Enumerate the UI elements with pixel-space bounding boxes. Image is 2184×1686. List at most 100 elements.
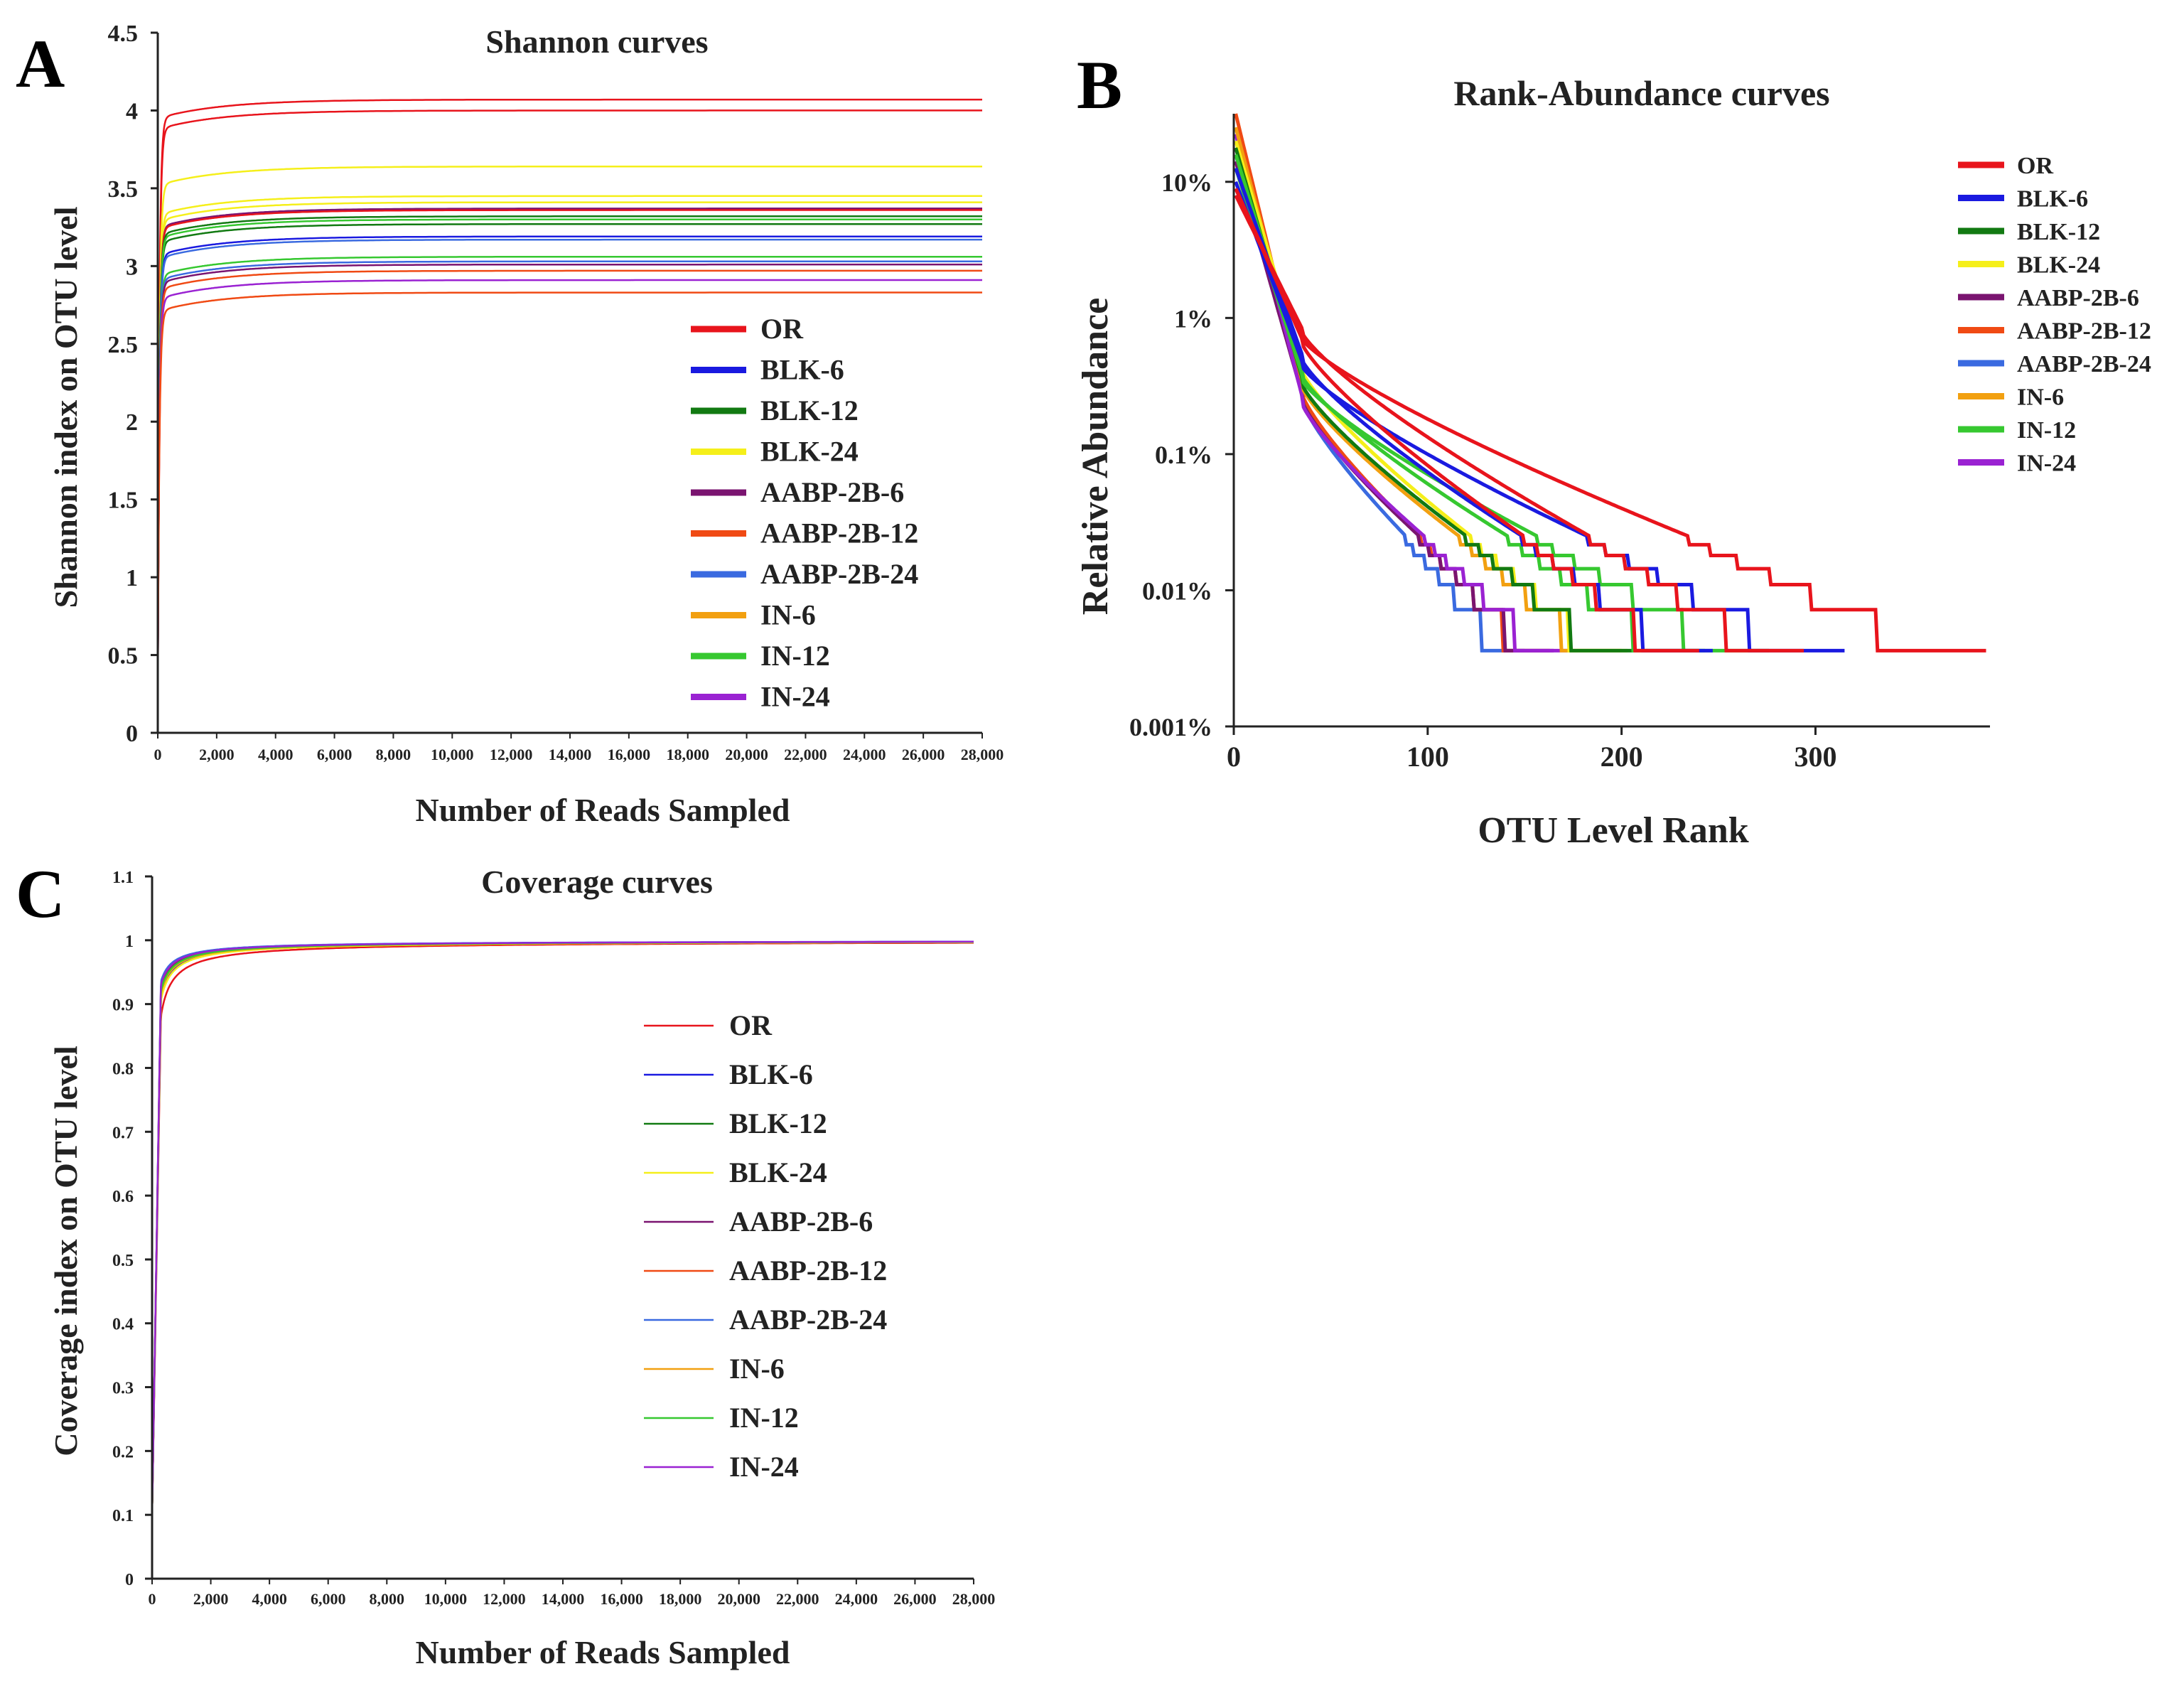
shannon-x-tick-label: 14,000	[549, 746, 592, 763]
coverage-y-tick-label: 0.3	[112, 1380, 134, 1398]
rank-legend-label-aabp-2b-24: AABP-2B-24	[2017, 351, 2151, 377]
rank-series-blk-6	[1234, 181, 1845, 653]
rank-abundance-x-label: OTU Level Rank	[1478, 810, 1748, 851]
shannon-series-aabp-2b-24	[156, 238, 982, 692]
rank-legend-label-aabp-2b-6: AABP-2B-6	[2017, 285, 2139, 311]
coverage-x-tick-label: 14,000	[542, 1590, 585, 1608]
shannon-x-label: Number of Reads Sampled	[416, 792, 790, 828]
shannon-x-tick-label: 10,000	[431, 746, 474, 763]
shannon-legend-label-aabp-2b-6: AABP-2B-6	[760, 476, 904, 508]
shannon-series-aabp-2b-6	[156, 208, 982, 689]
rank-x-tick-label: 0	[1227, 741, 1241, 773]
rank-legend-label-blk-12: BLK-12	[2017, 219, 2100, 245]
rank-x-tick-label: 300	[1794, 741, 1836, 773]
shannon-series-blk-12	[156, 215, 982, 690]
coverage-legend-label-in-12: IN-12	[729, 1402, 799, 1434]
shannon-x-tick-label: 22,000	[784, 746, 827, 763]
coverage-legend-label-aabp-2b-24: AABP-2B-24	[729, 1304, 887, 1336]
rank-y-tick-label: 10%	[1161, 168, 1212, 197]
shannon-x-tick-label: 18,000	[666, 746, 709, 763]
rank-y-tick-label: 0.01%	[1142, 576, 1212, 605]
shannon-series-blk-24	[156, 165, 982, 684]
shannon-series-aabp-2b-12	[156, 269, 982, 697]
shannon-legend-label-aabp-2b-24: AABP-2B-24	[760, 558, 918, 590]
coverage-x-tick-label: 24,000	[835, 1590, 878, 1608]
coverage-y-tick-label: 0.2	[112, 1443, 134, 1461]
shannon-legend-label-or: OR	[760, 313, 804, 345]
shannon-x-tick-label: 4,000	[258, 746, 294, 763]
rank-legend-label-in-12: IN-12	[2017, 417, 2076, 444]
shannon-series-aabp-2b-24	[156, 260, 982, 695]
shannon-y-tick-label: 3.5	[108, 176, 139, 203]
coverage-x-tick-label: 10,000	[424, 1590, 468, 1608]
shannon-series-blk-24	[156, 201, 982, 688]
shannon-series-or	[156, 98, 982, 676]
rank-x-tick-label: 100	[1406, 741, 1449, 773]
shannon-series-in-12	[156, 255, 982, 694]
rank-abundance-chart: Rank-Abundance curves OTU Level Rank Rel…	[1075, 73, 2151, 851]
panel-letter-b: B	[1077, 47, 1122, 123]
shannon-y-tick-label: 4.5	[108, 21, 139, 47]
panel-letter-a: A	[16, 26, 65, 102]
coverage-y-tick-label: 0.4	[112, 1316, 134, 1334]
rank-y-tick-label: 0.001%	[1129, 713, 1212, 741]
rank-series-blk-24	[1234, 140, 1628, 653]
rank-series-or	[1234, 188, 1986, 653]
shannon-title: Shannon curves	[485, 23, 708, 60]
coverage-x-tick-label: 4,000	[252, 1590, 287, 1608]
coverage-y-tick-label: 0.5	[112, 1252, 134, 1270]
coverage-x-tick-label: 12,000	[483, 1590, 526, 1608]
coverage-y-tick-label: 1.1	[112, 869, 134, 887]
coverage-legend-label-or: OR	[729, 1009, 773, 1041]
shannon-series-in-12	[156, 218, 982, 690]
coverage-legend-label-in-6: IN-6	[729, 1353, 785, 1385]
shannon-legend-label-in-6: IN-6	[760, 599, 816, 631]
shannon-legend-label-in-24: IN-24	[760, 681, 830, 713]
coverage-x-tick-label: 18,000	[659, 1590, 702, 1608]
shannon-x-tick-label: 12,000	[490, 746, 533, 763]
rank-series-in-6	[1234, 127, 1622, 653]
coverage-x-tick-label: 28,000	[952, 1590, 996, 1608]
coverage-y-tick-label: 0.1	[112, 1507, 134, 1525]
coverage-series-in-24	[151, 940, 974, 1515]
coverage-x-tick-label: 0	[149, 1590, 156, 1608]
shannon-x-tick-label: 28,000	[961, 746, 1004, 763]
coverage-x-tick-label: 22,000	[776, 1590, 819, 1608]
shannon-x-tick-label: 20,000	[725, 746, 768, 763]
shannon-series-aabp-2b-12	[156, 291, 982, 699]
shannon-x-tick-label: 0	[154, 746, 162, 763]
coverage-x-tick-label: 2,000	[193, 1590, 229, 1608]
coverage-legend-label-blk-24: BLK-24	[729, 1156, 827, 1188]
rank-y-tick-label: 0.1%	[1155, 441, 1212, 469]
shannon-x-tick-label: 2,000	[199, 746, 235, 763]
shannon-y-tick-label: 2	[126, 409, 138, 436]
shannon-series-aabp-2b-6	[156, 263, 982, 696]
rank-series-in-24	[1234, 134, 1568, 653]
coverage-x-tick-label: 6,000	[311, 1590, 346, 1608]
rank-legend-label-in-6: IN-6	[2017, 385, 2064, 411]
shannon-y-tick-label: 1.5	[108, 488, 139, 514]
coverage-y-tick-label: 0	[125, 1571, 134, 1589]
rank-series-or	[1234, 188, 1699, 653]
rank-y-tick-label: 1%	[1174, 304, 1212, 333]
shannon-y-tick-label: 1	[126, 565, 138, 591]
shannon-y-tick-label: 4	[126, 98, 138, 124]
coverage-legend-label-aabp-2b-6: AABP-2B-6	[729, 1206, 873, 1237]
shannon-x-tick-label: 16,000	[608, 746, 651, 763]
coverage-x-tick-label: 16,000	[600, 1590, 643, 1608]
coverage-y-tick-label: 1	[125, 933, 134, 951]
coverage-legend-label-blk-12: BLK-12	[729, 1107, 827, 1139]
rank-series-or	[1234, 194, 1804, 653]
rank-legend-label-in-24: IN-24	[2017, 451, 2076, 477]
rank-legend-label-or: OR	[2017, 153, 2053, 179]
shannon-series-or	[156, 109, 982, 677]
shannon-legend-label-in-12: IN-12	[760, 640, 830, 672]
coverage-legend-label-in-24: IN-24	[729, 1451, 799, 1483]
coverage-legend-label-blk-6: BLK-6	[729, 1058, 813, 1090]
shannon-x-tick-label: 24,000	[843, 746, 886, 763]
rank-legend-label-aabp-2b-12: AABP-2B-12	[2017, 318, 2151, 345]
rank-series-aabp-2b-6	[1234, 161, 1554, 653]
coverage-x-label: Number of Reads Sampled	[416, 1634, 790, 1670]
shannon-legend-label-blk-24: BLK-24	[760, 436, 859, 468]
coverage-legend-label-aabp-2b-12: AABP-2B-12	[729, 1255, 887, 1287]
